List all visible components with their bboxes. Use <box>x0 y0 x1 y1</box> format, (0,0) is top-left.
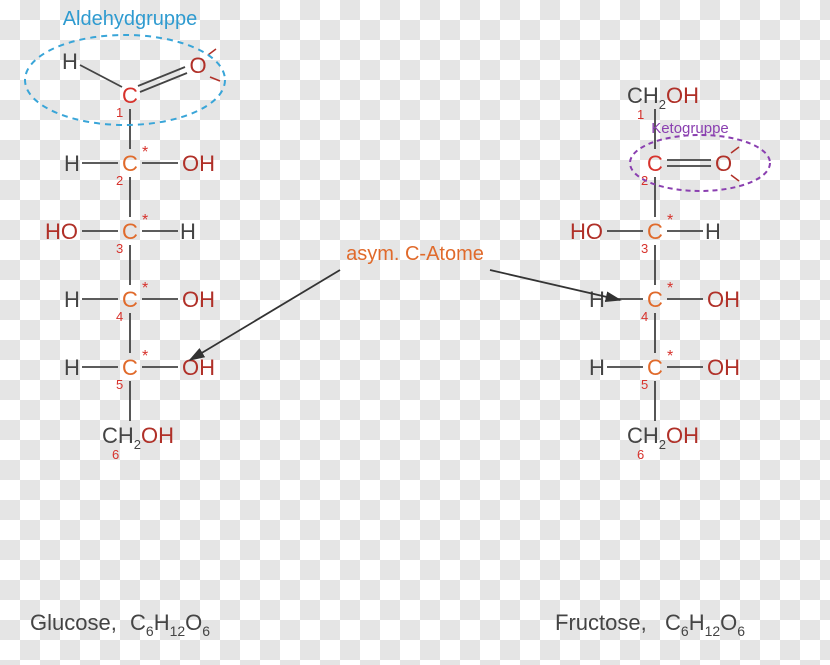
carbon-number: 4 <box>116 309 123 324</box>
carbon-number: 2 <box>116 173 123 188</box>
hydrogen: H <box>64 287 80 312</box>
asym-star: * <box>142 212 148 229</box>
carbon-atom: C <box>647 355 663 380</box>
glucose-formula: C6H12O6 <box>130 610 210 639</box>
fructose-formula: C6H12O6 <box>665 610 745 639</box>
hydrogen: H <box>180 219 196 244</box>
carbon-atom: C <box>122 83 138 108</box>
hydrogen: H <box>705 219 721 244</box>
carbon-number: 3 <box>116 241 123 256</box>
carbon-number: 4 <box>641 309 648 324</box>
carbon-atom: C <box>122 151 138 176</box>
asym-arrow <box>490 270 620 300</box>
carbon-number: 1 <box>116 105 123 120</box>
asym-star: * <box>142 280 148 297</box>
hydroxyl: OH <box>182 287 215 312</box>
hydroxyl: OH <box>182 355 215 380</box>
hydroxyl: OH <box>707 287 740 312</box>
hydrogen: H <box>62 49 78 74</box>
carbon-atom: C <box>122 355 138 380</box>
asym-arrow <box>190 270 340 360</box>
asym-star: * <box>667 280 673 297</box>
carbon-atom: C <box>122 219 138 244</box>
carbon-number: 5 <box>116 377 123 392</box>
carbon-atom: C <box>647 219 663 244</box>
carbon-number: 6 <box>637 447 644 462</box>
hydrogen: H <box>64 151 80 176</box>
aldehyde-ellipse <box>25 35 225 125</box>
hydrogen: H <box>64 355 80 380</box>
carbon-number: 3 <box>641 241 648 256</box>
asym-star: * <box>667 212 673 229</box>
hydrogen: H <box>589 287 605 312</box>
asym-star: * <box>142 144 148 161</box>
carbon-atom: C <box>122 287 138 312</box>
oxygen: O <box>189 53 206 78</box>
diagram-svg: C1HOC*2HOHC*3HOHC*4HOHC*5HOHCH2OH6CH2OH1… <box>0 0 830 665</box>
hydroxyl: OH <box>707 355 740 380</box>
keto-label: Ketogruppe <box>651 120 729 137</box>
asym-star: * <box>667 348 673 365</box>
asym-star: * <box>142 348 148 365</box>
carbon-atom: C <box>647 287 663 312</box>
fructose-name: Fructose, <box>555 610 647 635</box>
hydrogen: H <box>589 355 605 380</box>
hydroxyl: OH <box>182 151 215 176</box>
hydroxyl: HO <box>45 219 78 244</box>
aldehyde-label: Aldehydgruppe <box>63 8 198 30</box>
oxygen: O <box>715 151 732 176</box>
glucose-name: Glucose, <box>30 610 117 635</box>
carbon-atom: C <box>647 151 663 176</box>
carbon-number: 6 <box>112 447 119 462</box>
carbon-number: 5 <box>641 377 648 392</box>
hydroxyl: HO <box>570 219 603 244</box>
asym-label: asym. C-Atome <box>346 243 484 265</box>
carbon-number: 1 <box>637 107 644 122</box>
